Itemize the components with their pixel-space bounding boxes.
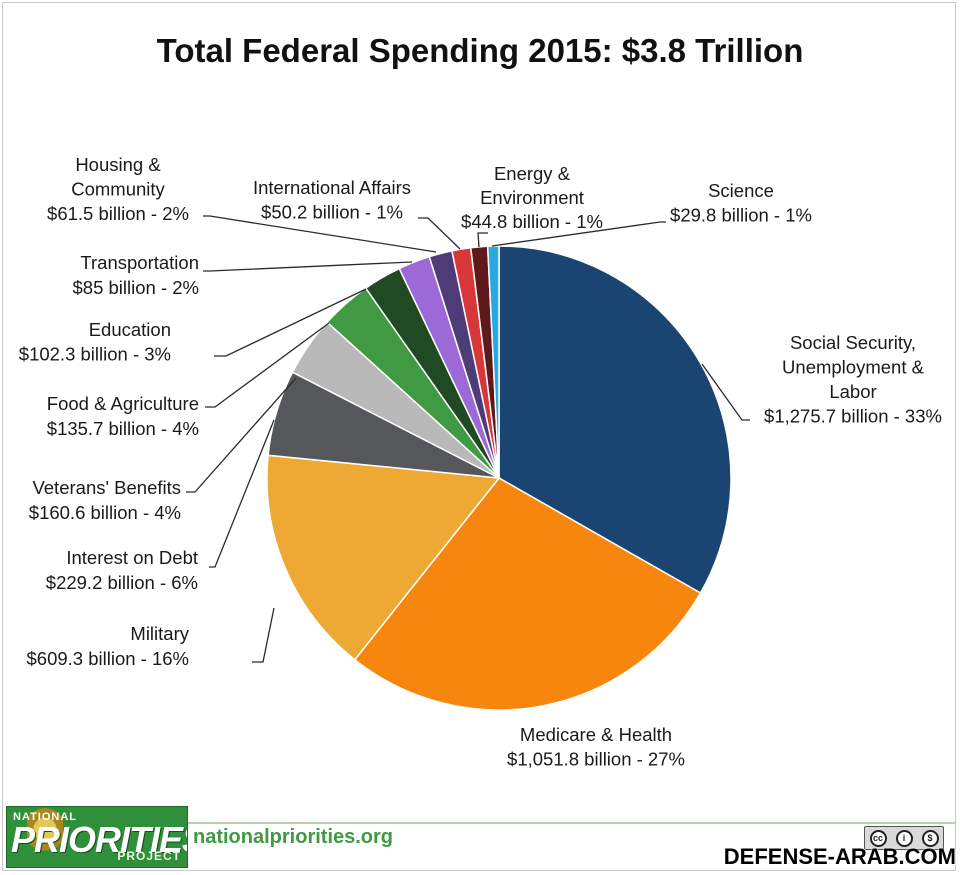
- data-label-medicare-health: Medicare & Health: [520, 724, 672, 745]
- data-label-housing-community: $61.5 billion - 2%: [47, 203, 189, 224]
- footer-divider: [188, 822, 956, 824]
- npp-logo[interactable]: NATIONAL PRIORITIES PROJECT: [6, 806, 188, 868]
- watermark: DEFENSE-ARAB.COM: [723, 844, 956, 869]
- logo-main-text: PRIORITIES: [11, 819, 188, 860]
- data-label-social-security-unemployment-labor: Unemployment &: [782, 357, 925, 378]
- leader-line-education: [214, 288, 367, 357]
- slice-medicare-health[interactable]: [353, 477, 702, 711]
- data-label-medicare-health: $1,051.8 billion - 27%: [507, 749, 685, 770]
- data-label-housing-community: Community: [71, 179, 165, 200]
- slice-military[interactable]: [266, 454, 501, 661]
- leader-line-social-security-unemployment-labor: [701, 363, 750, 421]
- leader-line-international-affairs: [418, 217, 461, 250]
- data-label-energy-environment: Energy &: [494, 163, 571, 184]
- data-label-interest-on-debt: Interest on Debt: [66, 547, 198, 568]
- leader-line-interest-on-debt: [209, 419, 275, 568]
- data-label-food-agriculture: Food & Agriculture: [47, 393, 199, 414]
- data-label-food-agriculture: $135.7 billion - 4%: [47, 418, 199, 439]
- logo-top-text: NATIONAL: [13, 811, 78, 823]
- data-label-transportation: Transportation: [80, 252, 199, 273]
- data-label-science: Science: [708, 180, 774, 201]
- emblem-icon: [27, 807, 63, 863]
- data-label-international-affairs: $50.2 billion - 1%: [261, 202, 403, 223]
- data-label-social-security-unemployment-labor: Labor: [829, 381, 876, 402]
- data-label-veterans-benefits: Veterans' Benefits: [32, 477, 181, 498]
- data-label-military: $609.3 billion - 16%: [27, 648, 190, 669]
- data-label-energy-environment: Environment: [480, 187, 584, 208]
- data-label-international-affairs: International Affairs: [253, 177, 411, 198]
- leader-line-military: [252, 607, 275, 663]
- data-label-social-security-unemployment-labor: Social Security,: [790, 332, 916, 353]
- license-badge[interactable]: cc i $: [864, 826, 944, 850]
- noncommercial-icon: $: [921, 829, 939, 847]
- leader-line-energy-environment: [477, 232, 488, 248]
- data-label-education: Education: [89, 319, 171, 340]
- data-label-housing-community: Housing &: [75, 154, 161, 175]
- leader-line-food-agriculture: [205, 322, 330, 408]
- data-label-interest-on-debt: $229.2 billion - 6%: [46, 572, 198, 593]
- leader-line-housing-community: [203, 215, 437, 253]
- logo-sub-text: PROJECT: [117, 849, 181, 863]
- chart-title: Total Federal Spending 2015: $3.8 Trilli…: [156, 32, 804, 69]
- leader-line-veterans-benefits: [186, 377, 297, 493]
- data-label-education: $102.3 billion - 3%: [19, 344, 171, 365]
- data-label-military: Military: [130, 623, 189, 644]
- site-link[interactable]: nationalpriorities.org: [193, 826, 394, 848]
- leader-line-science: [491, 221, 666, 247]
- data-label-energy-environment: $44.8 billion - 1%: [461, 211, 603, 232]
- attribution-icon: i: [895, 829, 913, 847]
- data-label-transportation: $85 billion - 2%: [73, 277, 200, 298]
- data-label-social-security-unemployment-labor: $1,275.7 billion - 33%: [764, 406, 942, 427]
- cc-icon: cc: [869, 829, 887, 847]
- leader-line-transportation: [203, 261, 413, 272]
- data-label-veterans-benefits: $160.6 billion - 4%: [29, 502, 181, 523]
- data-label-science: $29.8 billion - 1%: [670, 205, 812, 226]
- slice-social-security-unemployment-labor[interactable]: [498, 245, 732, 595]
